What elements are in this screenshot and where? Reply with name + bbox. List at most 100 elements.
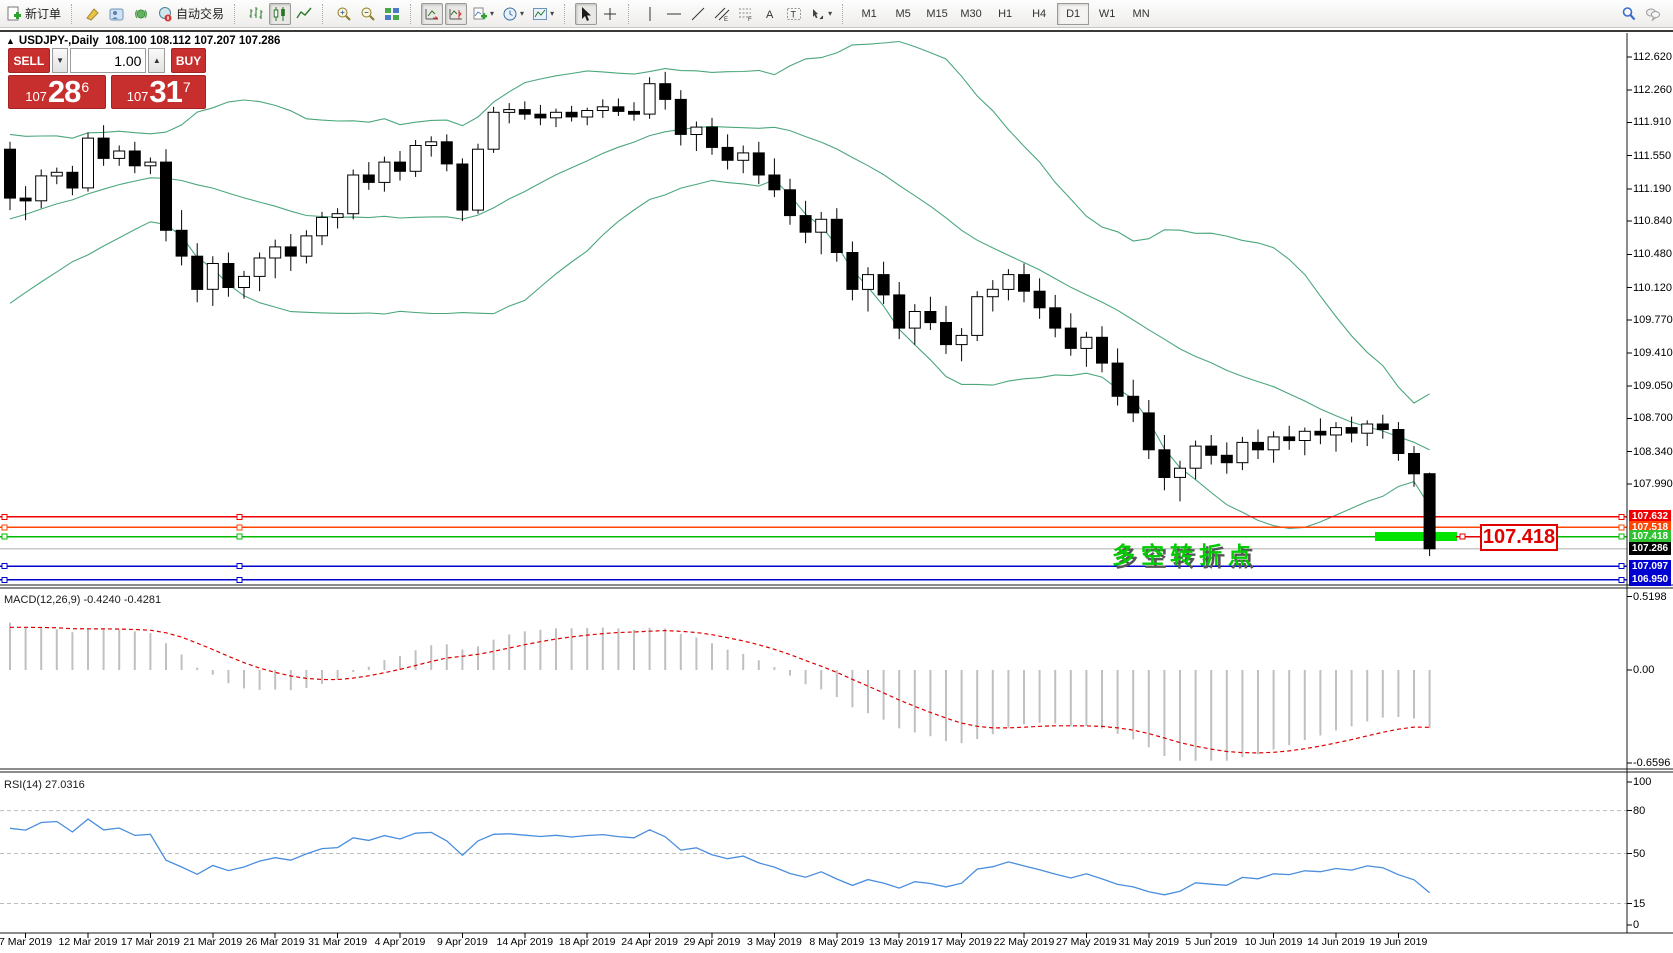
line-anchor-handle[interactable] — [1618, 513, 1625, 520]
trendline-button[interactable] — [687, 3, 709, 25]
candle — [628, 110, 640, 115]
date-axis-label: 18 Apr 2019 — [558, 936, 616, 948]
candle — [144, 161, 157, 167]
candle — [908, 311, 921, 329]
text-label-button[interactable]: T — [783, 3, 805, 25]
timeframe-button-M15[interactable]: M15 — [926, 7, 948, 20]
timeframe-button-H4[interactable]: H4 — [1032, 7, 1047, 20]
candle — [378, 161, 391, 183]
candle — [394, 161, 406, 172]
buy-button[interactable]: BUY — [171, 48, 206, 73]
candle — [1283, 436, 1296, 442]
sell-price-big: 28 — [47, 74, 81, 109]
candle — [940, 322, 952, 346]
candle — [830, 218, 843, 254]
candle — [4, 148, 16, 199]
candle — [737, 152, 750, 161]
candle — [1127, 395, 1140, 414]
autoscroll-button[interactable] — [421, 2, 444, 25]
bar-chart-icon — [249, 6, 263, 19]
tile-windows-icon — [385, 7, 400, 20]
chart-frame — [0, 33, 1673, 938]
timeframe-button-M1[interactable]: M1 — [861, 7, 877, 20]
fibonacci-button[interactable]: F — [735, 3, 757, 25]
cursor-icon — [582, 6, 592, 21]
line-anchor-handle[interactable] — [236, 513, 243, 520]
macd-axis-label: -0.6596 — [1633, 757, 1671, 769]
main-toolbar: 新订单 自动交易 — [0, 0, 1673, 28]
volume-input[interactable] — [70, 48, 147, 73]
timeframe-button-D1[interactable]: D1 — [1057, 2, 1090, 25]
zoom-in-button[interactable] — [333, 3, 355, 25]
collapse-panel-toggle[interactable]: ▲ — [6, 36, 15, 46]
line-anchor-handle[interactable] — [236, 563, 243, 570]
date-axis-label: 27 May 2019 — [1056, 936, 1117, 948]
highlighter-button[interactable] — [82, 3, 104, 25]
crosshair-button[interactable] — [599, 3, 621, 25]
line-anchor-handle[interactable] — [236, 524, 243, 531]
vertical-line-button[interactable] — [639, 3, 661, 25]
date-axis-label: 10 Jun 2019 — [1244, 936, 1303, 948]
volume-decrease-button[interactable]: ▼ — [51, 48, 69, 73]
sell-button[interactable]: SELL — [8, 48, 50, 73]
candle — [97, 137, 110, 159]
price-callout-label[interactable]: 107.418 — [1480, 524, 1558, 551]
line-anchor-handle[interactable] — [1, 576, 8, 583]
signal-button[interactable] — [130, 3, 152, 25]
autotrading-button[interactable]: 自动交易 — [154, 3, 227, 25]
horizontal-line-button[interactable] — [663, 3, 685, 25]
candle — [1330, 427, 1342, 436]
chevron-down-icon: ▾ — [490, 9, 495, 18]
candle — [690, 126, 703, 135]
candlestick-chart-button[interactable] — [269, 2, 292, 25]
chat-button[interactable] — [1642, 3, 1664, 25]
search-button[interactable] — [1618, 3, 1640, 25]
timeframe-button-M30[interactable]: M30 — [960, 7, 982, 20]
candle — [66, 171, 79, 189]
zoom-out-button[interactable] — [357, 3, 379, 25]
timeframe-button-W1[interactable]: W1 — [1098, 7, 1116, 20]
line-anchor-handle[interactable] — [1, 563, 8, 570]
date-axis-label: 22 May 2019 — [993, 936, 1055, 948]
arrows-button[interactable]: ▾ — [807, 3, 835, 25]
line-anchor-handle[interactable] — [1, 533, 8, 540]
price-axis-label: 111.550 — [1633, 149, 1672, 162]
templates-button[interactable]: ▾ — [529, 3, 557, 25]
equidistant-channel-button[interactable]: E — [711, 3, 733, 25]
volume-increase-button[interactable]: ▲ — [148, 48, 166, 73]
candle — [409, 145, 422, 172]
date-axis-label: 14 Jun 2019 — [1307, 936, 1365, 948]
timeframe-button-MN[interactable]: MN — [1132, 7, 1150, 20]
indicators-button[interactable]: ▾ — [469, 3, 497, 25]
line-anchor-handle[interactable] — [1, 513, 8, 520]
line-anchor-handle[interactable] — [1618, 524, 1625, 531]
templates-icon — [533, 7, 548, 20]
sell-price-display[interactable]: 107 28 6 — [8, 74, 107, 109]
periods-button[interactable]: ▾ — [499, 3, 527, 25]
chart-shift-button[interactable] — [445, 2, 468, 25]
tile-windows-button[interactable] — [381, 3, 403, 25]
new-order-button[interactable]: 新订单 — [3, 3, 64, 25]
timeframe-button-H1[interactable]: H1 — [998, 7, 1013, 20]
candle — [19, 197, 32, 202]
timeframe-toolbar: M1 M5 M15 M30 H1 H4 D1 W1 MN — [852, 2, 1158, 25]
chart-annotation-text[interactable]: 多空转折点 — [1112, 542, 1257, 568]
price-axis-label: 108.700 — [1633, 412, 1673, 425]
line-anchor-handle[interactable] — [1618, 576, 1625, 583]
line-chart-button[interactable] — [293, 3, 315, 25]
date-axis-label: 4 Apr 2019 — [374, 936, 426, 948]
bar-chart-button[interactable] — [245, 3, 267, 25]
line-anchor-handle[interactable] — [236, 533, 243, 540]
line-anchor-handle[interactable] — [1618, 533, 1625, 540]
line-anchor-handle[interactable] — [1, 524, 8, 531]
timeframe-button-M5[interactable]: M5 — [895, 7, 911, 20]
highlight-rectangle[interactable] — [1375, 532, 1457, 542]
line-anchor-handle[interactable] — [1618, 563, 1625, 570]
date-axis-label: 17 May 2019 — [931, 936, 992, 948]
line-anchor-handle[interactable] — [236, 576, 243, 583]
cursor-button[interactable] — [575, 2, 598, 25]
profile-button[interactable] — [106, 3, 128, 25]
buy-price-display[interactable]: 107 31 7 — [111, 75, 206, 109]
text-button[interactable]: A — [759, 3, 781, 25]
